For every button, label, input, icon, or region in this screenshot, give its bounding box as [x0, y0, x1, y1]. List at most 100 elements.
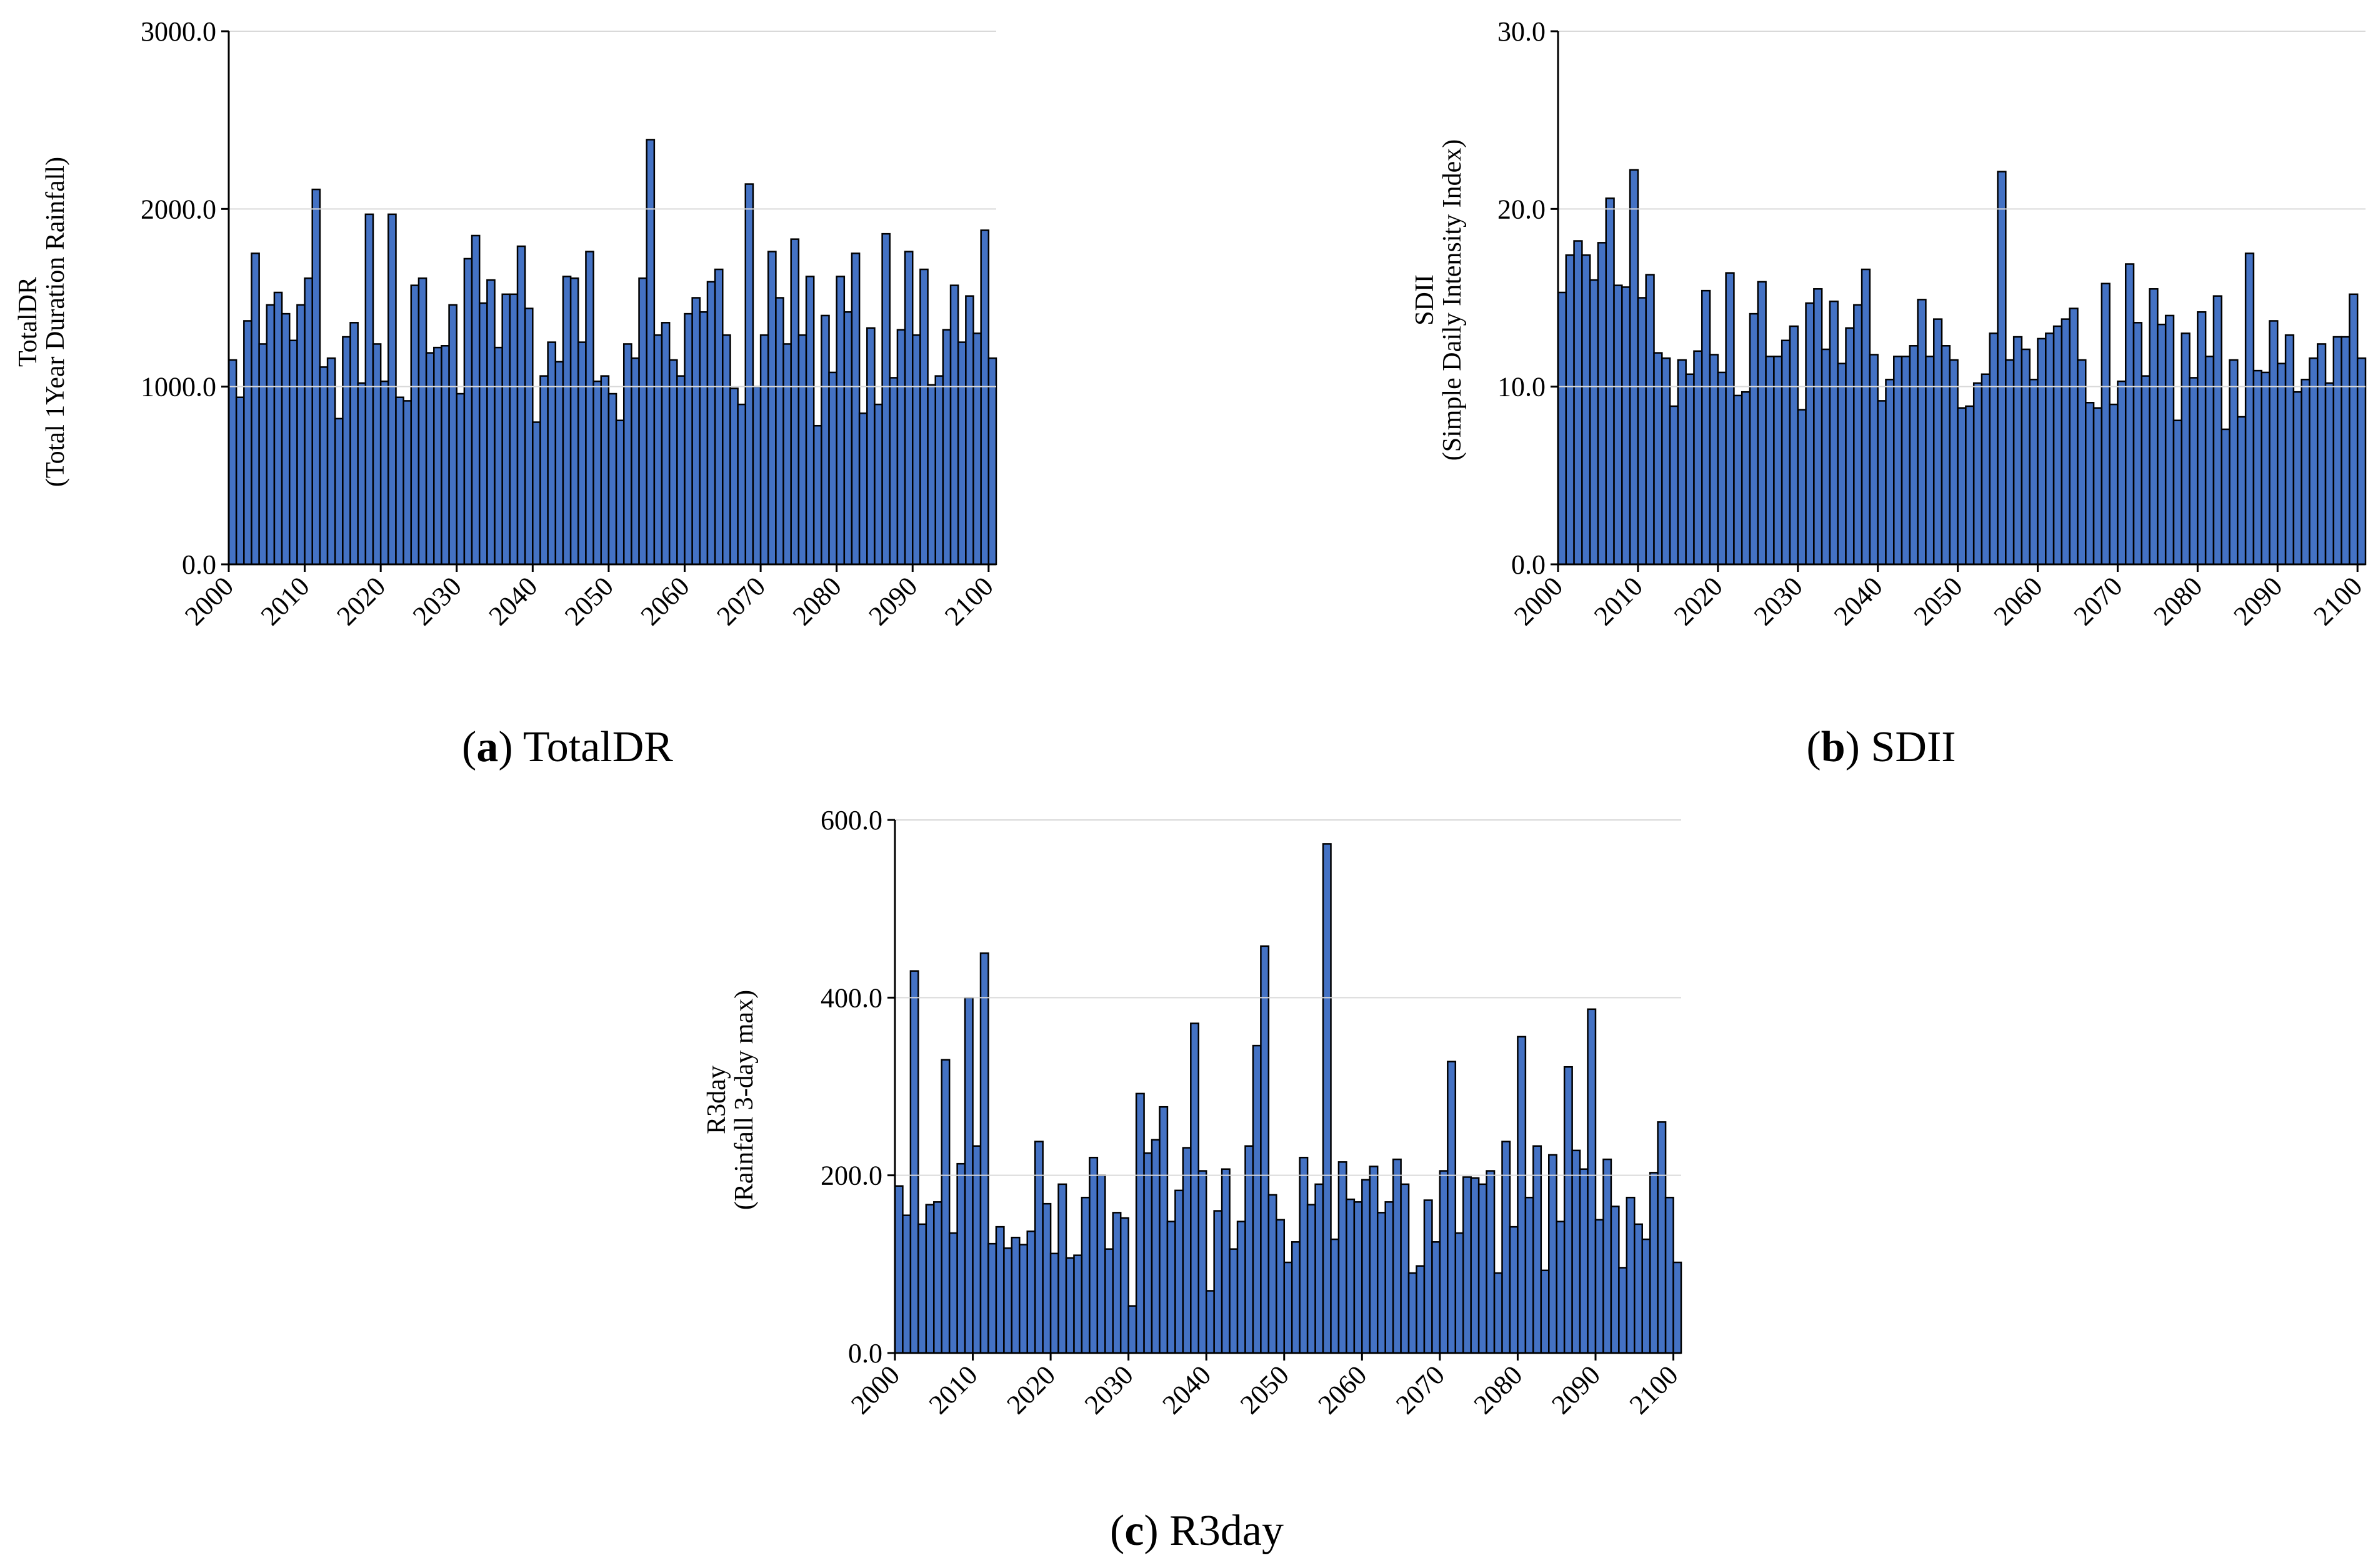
bar-a-2036 — [501, 293, 511, 566]
bar-a-2093 — [934, 375, 944, 566]
x-tick-label-b-5: 2050 — [1908, 571, 1969, 631]
bar-a-2060 — [684, 312, 693, 566]
x-tick-label-a-7: 2070 — [711, 571, 771, 631]
bar-a-2071 — [767, 251, 777, 566]
bar-b-2067 — [2092, 407, 2103, 566]
bar-a-2083 — [858, 412, 868, 566]
bar-a-2085 — [874, 403, 883, 566]
bar-a-2086 — [881, 232, 891, 566]
x-tick-label-a-6: 2060 — [635, 571, 696, 631]
bar-c-2061 — [1369, 1166, 1379, 1354]
bar-a-2099 — [980, 229, 990, 566]
bar-b-2074 — [2149, 288, 2159, 566]
bar-b-2026 — [1765, 356, 1775, 566]
y-tick-label-b-1: 10.0 — [1497, 372, 1546, 402]
bar-b-2037 — [1853, 304, 1863, 566]
bar-b-2089 — [2269, 320, 2279, 566]
bar-c-2045 — [1244, 1145, 1254, 1354]
bar-a-2025 — [417, 277, 427, 566]
x-tick-labels-a: 2000 2010 2020 2030 2040 2050 2060 2070 2080 2090… — [179, 571, 999, 631]
bar-b-2002 — [1573, 240, 1583, 566]
bar-a-2006 — [273, 291, 283, 566]
bar-b-2099 — [2349, 293, 2359, 566]
bar-b-2003 — [1581, 254, 1591, 566]
bar-a-2096 — [957, 341, 967, 566]
chart-panel-b: 0.010.020.030.0 2000 2010 2020 2030 2040 2050… — [1411, 16, 2368, 771]
bar-c-2018 — [1034, 1141, 1044, 1354]
y-tick-label-c-3: 600.0 — [821, 805, 882, 836]
bar-c-2025 — [1089, 1156, 1099, 1354]
bar-b-2020 — [1717, 371, 1727, 566]
bar-a-2090 — [912, 334, 921, 566]
bar-b-2023 — [1741, 391, 1751, 566]
bar-b-2095 — [2317, 343, 2327, 566]
bar-b-2036 — [1845, 327, 1855, 566]
bar-c-2076 — [1486, 1170, 1496, 1354]
y-axis-title-c: R3day — [702, 1066, 731, 1134]
bar-c-2059 — [1353, 1201, 1363, 1354]
bar-a-2020 — [379, 380, 389, 566]
x-tick-label-c-4: 2040 — [1156, 1359, 1217, 1420]
bar-c-2001 — [902, 1214, 912, 1354]
y-tick-labels-b: 0.0 10.0 20.0 30.0 — [1497, 16, 1546, 580]
bar-a-2033 — [478, 302, 488, 566]
x-tick-label-b-8: 2080 — [2148, 571, 2209, 631]
bar-c-2082 — [1532, 1145, 1542, 1354]
bar-b-2024 — [1749, 312, 1759, 566]
bar-a-2069 — [752, 386, 762, 566]
bar-b-2010 — [1637, 297, 1647, 566]
bar-c-2057 — [1337, 1161, 1347, 1354]
bar-b-2096 — [2324, 382, 2335, 566]
bar-b-2000 — [1557, 291, 1567, 566]
bar-a-2013 — [326, 357, 336, 566]
x-tick-label-b-7: 2070 — [2068, 571, 2129, 631]
bar-c-2032 — [1143, 1152, 1153, 1354]
bar-a-2064 — [714, 268, 724, 566]
bar-c-2008 — [956, 1162, 966, 1354]
bar-c-2022 — [1065, 1257, 1075, 1354]
bar-b-2064 — [2069, 307, 2079, 566]
bar-b-2085 — [2237, 416, 2247, 566]
bar-c-2030 — [1127, 1305, 1137, 1354]
x-tick-label-a-5: 2050 — [559, 571, 619, 631]
bar-a-2092 — [927, 384, 936, 566]
bar-a-2067 — [737, 403, 747, 566]
bar-b-2072 — [2132, 322, 2143, 566]
bar-b-2065 — [2077, 359, 2087, 566]
bar-b-2051 — [1965, 405, 1975, 566]
bar-b-2001 — [1565, 254, 1575, 566]
bar-a-2070 — [759, 334, 769, 566]
bar-b-2070 — [2117, 380, 2127, 566]
bar-c-2012 — [987, 1242, 997, 1354]
bar-a-2008 — [289, 339, 298, 566]
bar-c-2031 — [1135, 1092, 1145, 1354]
bar-b-2080 — [2197, 311, 2207, 566]
bar-c-2020 — [1049, 1252, 1059, 1354]
bar-a-2056 — [653, 334, 663, 566]
bar-a-2075 — [797, 334, 807, 566]
bar-a-2046 — [577, 341, 587, 566]
caption-letter-a: a — [476, 723, 498, 771]
bar-b-2017 — [1693, 350, 1703, 566]
bar-series-c — [894, 843, 1682, 1354]
bar-c-2049 — [1276, 1219, 1286, 1354]
bar-a-2034 — [486, 279, 496, 566]
x-tick-label-c-7: 2070 — [1390, 1359, 1451, 1420]
bar-a-2009 — [296, 304, 306, 566]
bar-a-2012 — [319, 366, 329, 566]
bar-c-2040 — [1205, 1290, 1215, 1354]
bar-a-2024 — [410, 284, 420, 566]
bar-b-2077 — [2172, 419, 2183, 566]
bar-a-2040 — [532, 421, 541, 566]
bar-b-2040 — [1877, 400, 1887, 566]
bar-b-2004 — [1589, 279, 1599, 566]
bar-c-2033 — [1151, 1139, 1161, 1354]
bar-c-2062 — [1376, 1212, 1386, 1354]
bar-a-2010 — [304, 277, 313, 566]
bar-b-2086 — [2244, 252, 2255, 566]
bar-c-2036 — [1174, 1189, 1184, 1354]
bar-a-2050 — [607, 392, 617, 566]
bar-c-2013 — [995, 1226, 1005, 1354]
bar-c-2051 — [1291, 1241, 1301, 1354]
bar-c-2043 — [1229, 1248, 1239, 1354]
